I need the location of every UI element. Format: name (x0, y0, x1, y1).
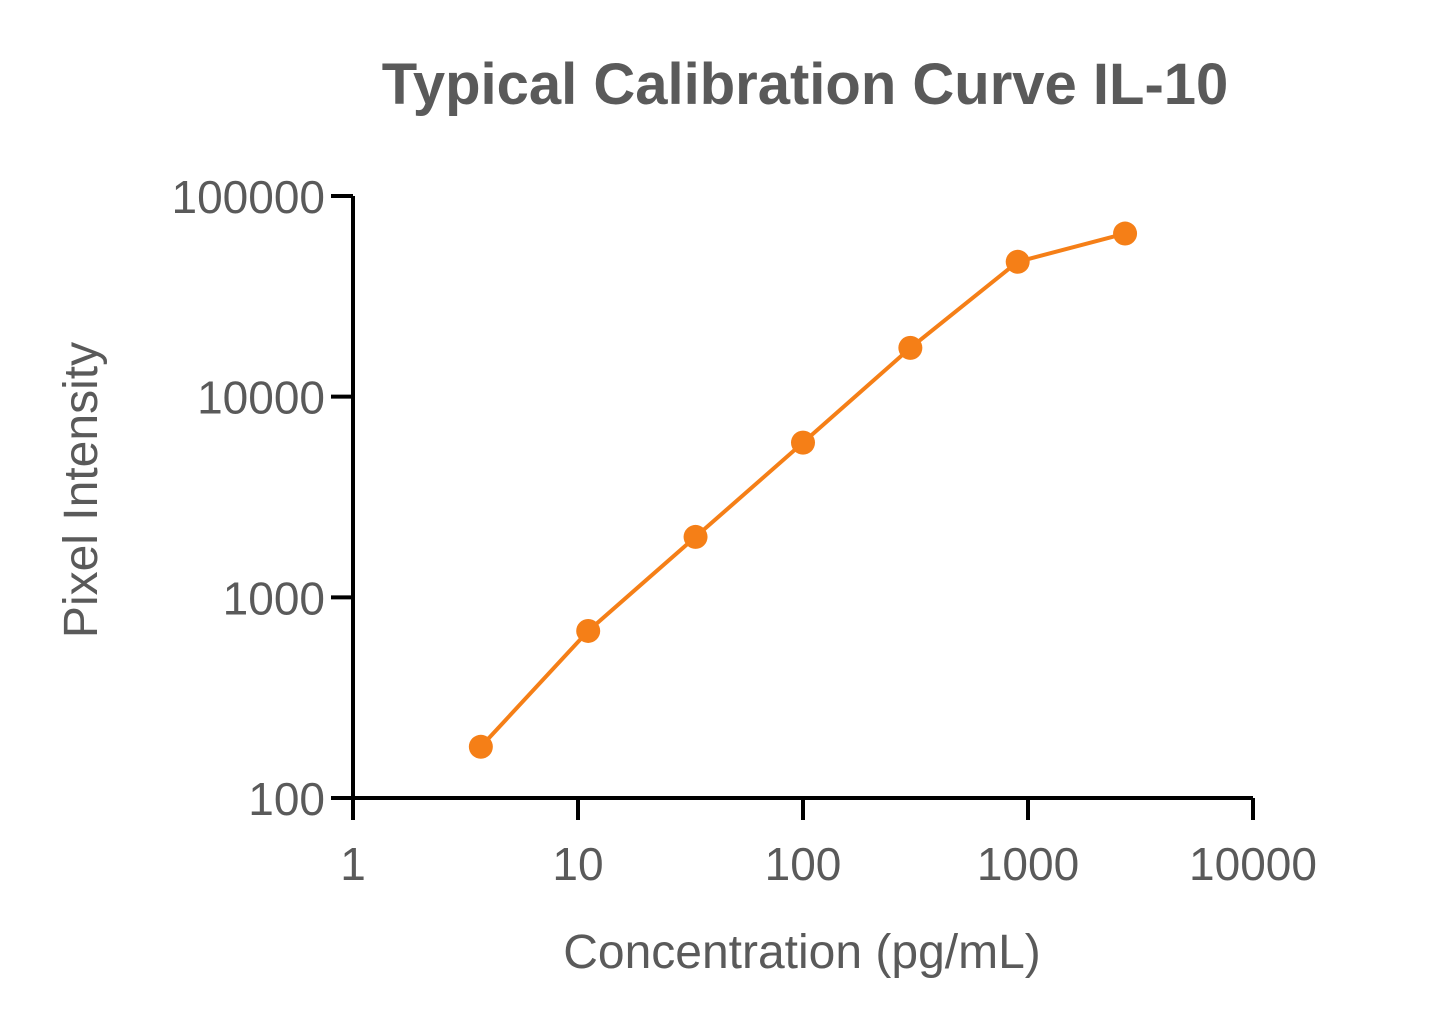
data-point (791, 430, 815, 455)
x-axis-label: Concentration (pg/mL) (563, 926, 1041, 979)
y-axis-label: Pixel Intensity (55, 342, 108, 638)
y-tick-label: 1000 (223, 572, 325, 624)
y-tick-label: 10000 (197, 372, 325, 424)
data-point (576, 618, 601, 643)
data-point (898, 335, 923, 360)
data-point (1113, 221, 1138, 246)
data-point (683, 524, 708, 549)
series-layer (468, 221, 1138, 759)
y-tick-label: 100000 (172, 171, 326, 223)
x-tick-label: 100 (765, 838, 842, 890)
y-tick-label: 100 (248, 773, 325, 825)
axes (351, 196, 1253, 800)
x-tick-label: 1 (340, 838, 366, 890)
data-point (468, 734, 493, 759)
y-ticks: 100 1000 10000 100000 (172, 171, 353, 825)
data-point (1005, 249, 1030, 274)
series-line (478, 231, 1128, 749)
x-ticks: 1 10 100 1000 10000 (340, 798, 1317, 890)
x-tick-label: 1000 (977, 838, 1079, 890)
chart-title: Typical Calibration Curve IL-10 (382, 52, 1229, 117)
x-tick-label: 10000 (1189, 838, 1317, 890)
x-tick-label: 10 (552, 838, 603, 890)
